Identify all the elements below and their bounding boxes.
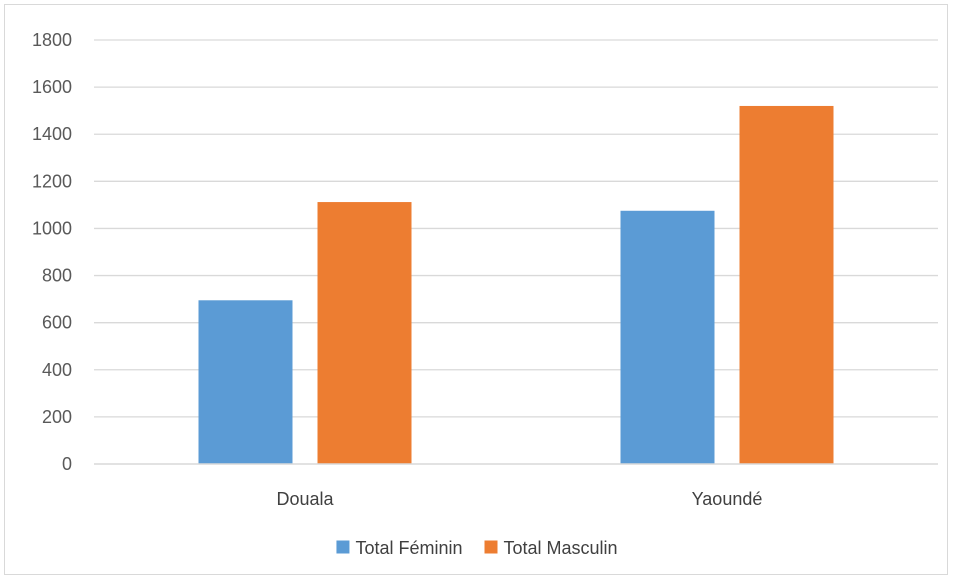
y-tick-label: 1200 [32, 171, 72, 191]
y-tick-label: 200 [42, 407, 72, 427]
y-tick-label: 600 [42, 313, 72, 333]
legend-swatch [336, 540, 350, 554]
y-tick-label: 400 [42, 360, 72, 380]
bar-total-masculin-1 [739, 105, 834, 464]
y-tick-label: 1400 [32, 124, 72, 144]
legend-swatch [484, 540, 498, 554]
y-tick-label: 1600 [32, 77, 72, 97]
legend-label: Total Masculin [504, 538, 618, 558]
bar-total-f-minin-1 [620, 210, 715, 464]
bar-total-masculin-0 [317, 202, 412, 464]
x-category-label: Douala [276, 489, 334, 509]
bar-total-f-minin-0 [198, 300, 293, 464]
legend-label: Total Féminin [355, 538, 462, 558]
y-tick-label: 1800 [32, 30, 72, 50]
y-tick-label: 1000 [32, 218, 72, 238]
y-axis-tick-labels: 0 200 400 600 800 1000 1200 1400 1600 1800 [32, 30, 72, 474]
x-axis-category-labels: Douala Yaoundé [276, 489, 762, 509]
x-category-label: Yaoundé [692, 489, 763, 509]
bars [198, 105, 834, 464]
legend: Total Féminin Total Masculin [336, 538, 618, 558]
y-tick-label: 0 [62, 454, 72, 474]
y-tick-label: 800 [42, 266, 72, 286]
